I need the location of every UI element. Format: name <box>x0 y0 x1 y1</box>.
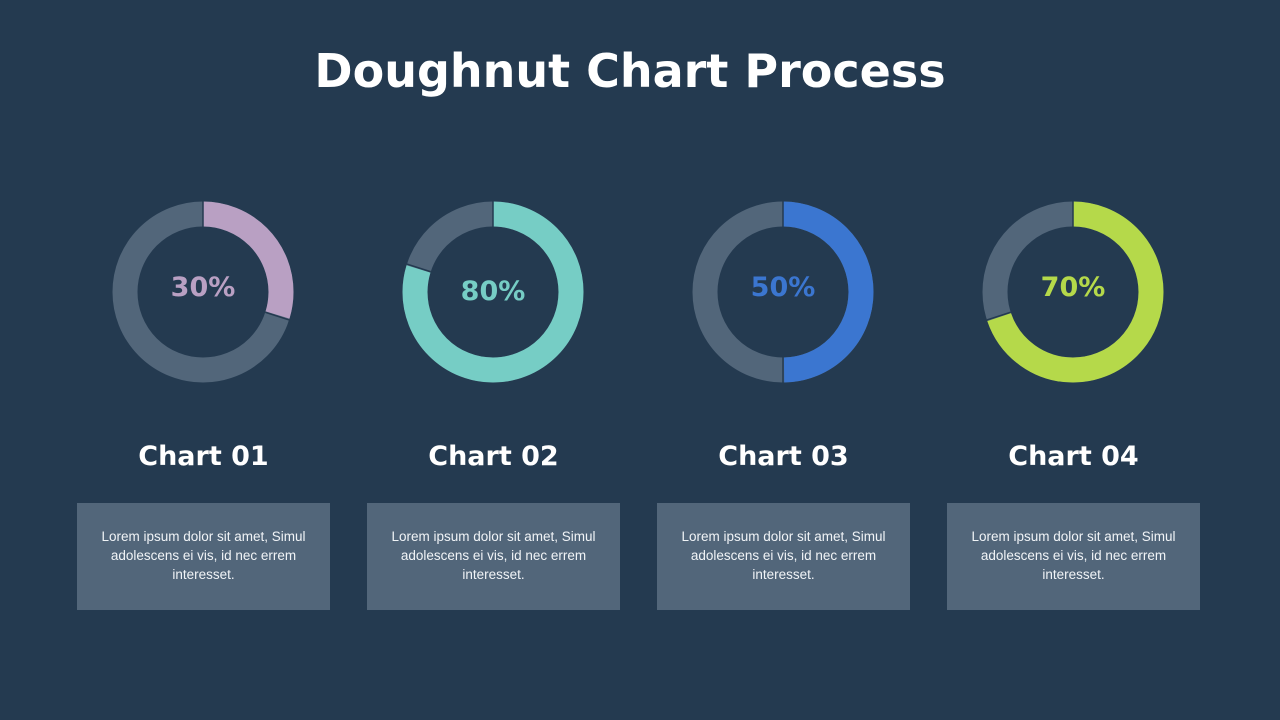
description-card-1: Lorem ipsum dolor sit amet, Simul adoles… <box>77 503 330 610</box>
page-title: Doughnut Chart Process <box>314 44 946 98</box>
chart-title-1: Chart 01 <box>138 441 269 472</box>
chart-title-3: Chart 03 <box>718 441 849 472</box>
chart-title-4: Chart 04 <box>1008 441 1139 472</box>
doughnut-chart-4 <box>982 201 1164 383</box>
chart-column-3: 50% Chart 03 Lorem ipsum dolor sit amet,… <box>657 0 910 720</box>
description-card-3: Lorem ipsum dolor sit amet, Simul adoles… <box>657 503 910 610</box>
chart-title-2: Chart 02 <box>428 441 559 472</box>
description-card-2: Lorem ipsum dolor sit amet, Simul adoles… <box>367 503 620 610</box>
doughnut-chart-2 <box>402 201 584 383</box>
chart-column-2: 80% Chart 02 Lorem ipsum dolor sit amet,… <box>367 0 620 720</box>
percent-label-3: 50% <box>750 272 816 303</box>
doughnut-chart-1 <box>112 201 294 383</box>
doughnut-chart-3 <box>692 201 874 383</box>
description-card-4: Lorem ipsum dolor sit amet, Simul adoles… <box>947 503 1200 610</box>
percent-label-1: 30% <box>170 272 236 303</box>
chart-column-4: 70% Chart 04 Lorem ipsum dolor sit amet,… <box>947 0 1200 720</box>
percent-label-2: 80% <box>460 276 526 307</box>
chart-column-1: 30% Chart 01 Lorem ipsum dolor sit amet,… <box>77 0 330 720</box>
percent-label-4: 70% <box>1040 272 1106 303</box>
